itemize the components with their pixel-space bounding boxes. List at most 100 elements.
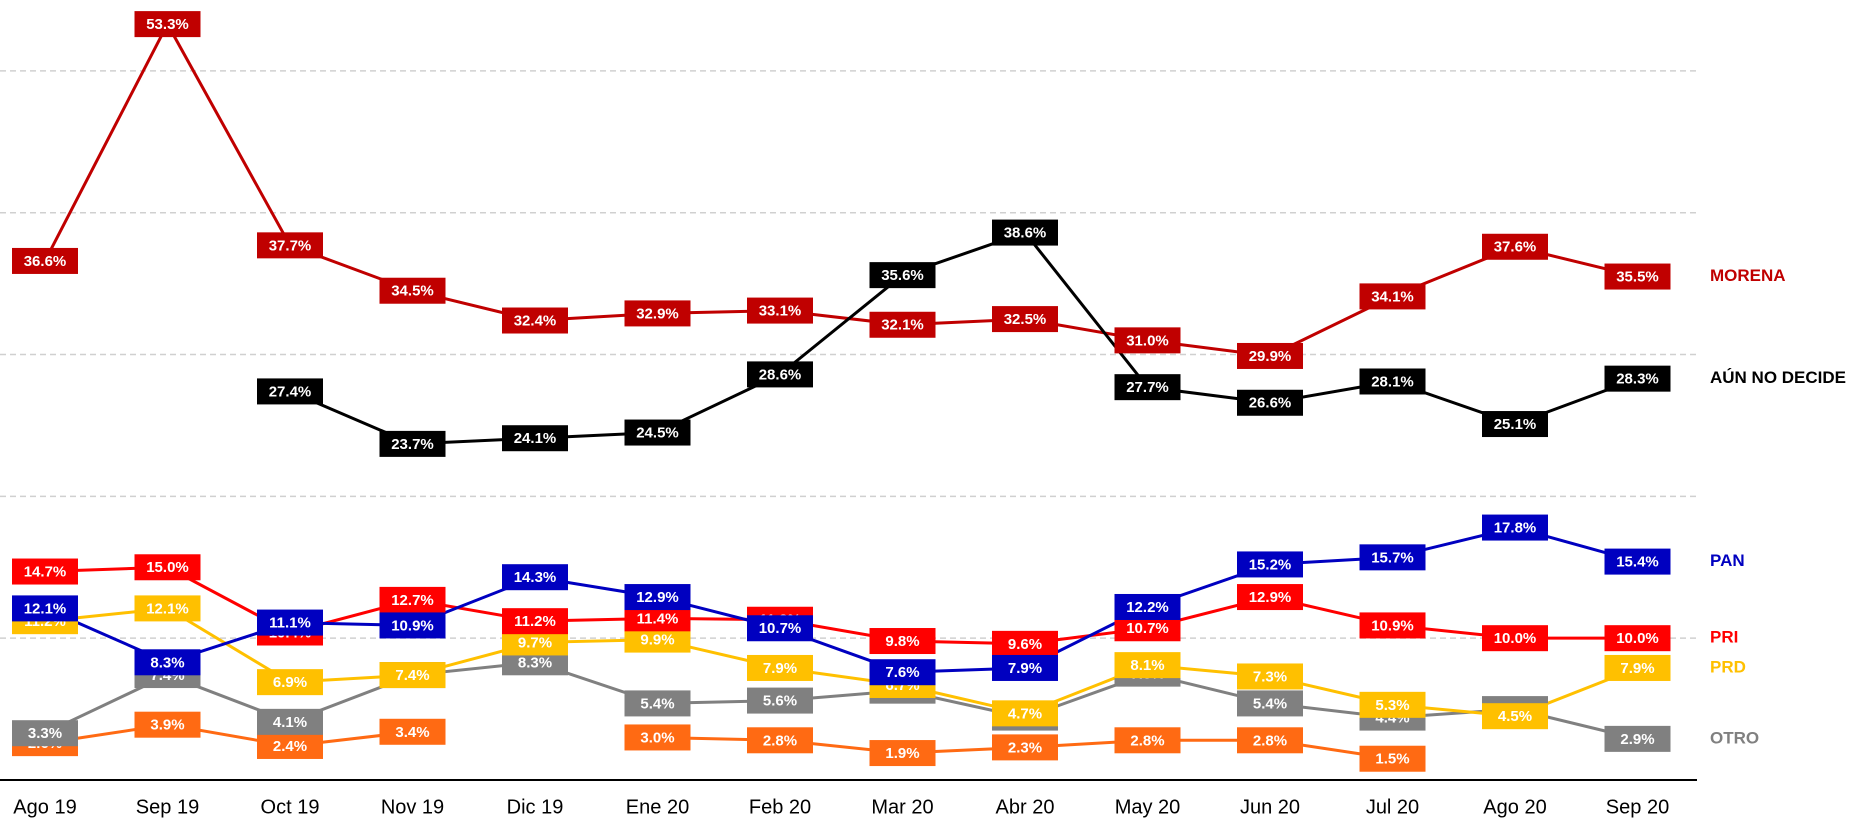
data-label: 34.5% <box>391 283 434 300</box>
label-box <box>1114 374 1181 401</box>
label-box <box>379 612 446 639</box>
label-box <box>1114 727 1181 754</box>
label-box <box>1604 263 1671 290</box>
data-label: 5.4% <box>1253 695 1287 712</box>
x-tick-label: Oct 19 <box>261 796 320 818</box>
label-box <box>1359 544 1426 571</box>
data-label: 14.3% <box>514 569 557 586</box>
data-label: 8.1% <box>1130 657 1164 674</box>
data-label: 2.4% <box>273 738 307 755</box>
label-box <box>992 219 1058 246</box>
data-label: 14.7% <box>24 563 67 580</box>
data-label: 9.9% <box>640 632 674 649</box>
data-label: 10.7% <box>1126 620 1169 637</box>
data-label: 53.3% <box>146 16 189 33</box>
label-box <box>379 430 446 457</box>
data-label: 5.6% <box>763 693 797 710</box>
label-box <box>869 311 936 338</box>
data-label: 15.2% <box>1249 556 1292 573</box>
data-label: 26.6% <box>1249 395 1292 412</box>
data-label: 12.9% <box>636 589 679 606</box>
data-label: 37.6% <box>1494 239 1537 256</box>
label-box <box>1114 327 1181 354</box>
data-label: 10.9% <box>1371 617 1414 634</box>
label-box <box>1604 625 1671 652</box>
label-box <box>379 662 446 689</box>
data-label: 3.4% <box>395 724 429 741</box>
data-label: 15.7% <box>1371 549 1414 566</box>
data-label: 7.4% <box>395 667 429 684</box>
data-label: 2.8% <box>1130 732 1164 749</box>
label-box <box>134 554 201 581</box>
data-label: 4.7% <box>1008 705 1042 722</box>
data-label: 10.0% <box>1494 630 1537 647</box>
x-tick-label: Dic 19 <box>507 796 564 818</box>
data-label: 1.5% <box>1375 751 1409 768</box>
data-label: 9.7% <box>518 634 552 651</box>
data-label: 4.1% <box>273 714 307 731</box>
label-box <box>747 654 813 681</box>
label-box <box>1237 690 1303 717</box>
data-label: 17.8% <box>1494 520 1537 537</box>
label-box <box>257 378 323 405</box>
data-label: 12.2% <box>1126 599 1169 616</box>
label-box <box>1482 703 1548 730</box>
data-label: 15.0% <box>146 559 189 576</box>
label-box <box>1359 612 1426 639</box>
x-tick-label: Jun 20 <box>1240 796 1300 818</box>
legend-entry: PRD <box>1710 657 1746 676</box>
label-box <box>1359 745 1426 772</box>
label-box <box>1604 548 1671 575</box>
data-label: 2.9% <box>1620 731 1654 748</box>
data-label: 15.4% <box>1616 554 1659 571</box>
label-box <box>1237 663 1303 690</box>
data-label: 28.3% <box>1616 371 1659 388</box>
legend-entry: AÚN NO DECIDE <box>1710 368 1846 387</box>
data-label: 12.1% <box>146 600 189 617</box>
label-box <box>747 615 813 642</box>
label-box <box>624 690 691 717</box>
data-label: 7.6% <box>885 664 919 681</box>
label-box <box>869 659 936 686</box>
data-label: 27.7% <box>1126 379 1169 396</box>
data-label: 10.0% <box>1616 630 1659 647</box>
legend-entry: PRI <box>1710 628 1738 647</box>
label-box <box>257 609 323 636</box>
label-box <box>624 419 691 446</box>
label-box <box>869 262 936 289</box>
label-box <box>1604 725 1671 752</box>
data-label: 3.9% <box>150 717 184 734</box>
data-label: 8.3% <box>518 654 552 671</box>
data-label: 31.0% <box>1126 332 1169 349</box>
data-label: 32.9% <box>636 305 679 322</box>
data-label: 11.1% <box>269 615 311 632</box>
label-box <box>134 11 201 38</box>
label-box <box>1237 342 1303 369</box>
label-box <box>379 586 446 613</box>
x-tick-label: Nov 19 <box>381 796 444 818</box>
label-box <box>1237 727 1303 754</box>
data-label: 5.4% <box>640 695 674 712</box>
data-label: 25.1% <box>1494 416 1537 433</box>
data-label: 7.9% <box>1008 660 1042 677</box>
label-box <box>992 734 1058 761</box>
data-label: 7.3% <box>1253 668 1287 685</box>
label-box <box>869 628 936 655</box>
series-line <box>44 723 1393 761</box>
data-label: 36.6% <box>24 253 67 270</box>
data-label: 24.5% <box>636 425 679 442</box>
label-box <box>1482 514 1548 541</box>
data-label: 35.6% <box>881 267 924 284</box>
legend-entry: PAN <box>1710 551 1745 570</box>
label-box <box>992 630 1058 657</box>
data-label: 10.9% <box>391 617 434 634</box>
label-box <box>624 584 691 611</box>
data-label: 32.4% <box>514 312 557 329</box>
label-box <box>12 247 78 274</box>
label-box <box>134 649 201 676</box>
x-tick-label: May 20 <box>1115 796 1181 818</box>
data-label: 1.9% <box>885 745 919 762</box>
data-label: 3.0% <box>640 729 674 746</box>
x-tick-label: Sep 19 <box>136 796 199 818</box>
